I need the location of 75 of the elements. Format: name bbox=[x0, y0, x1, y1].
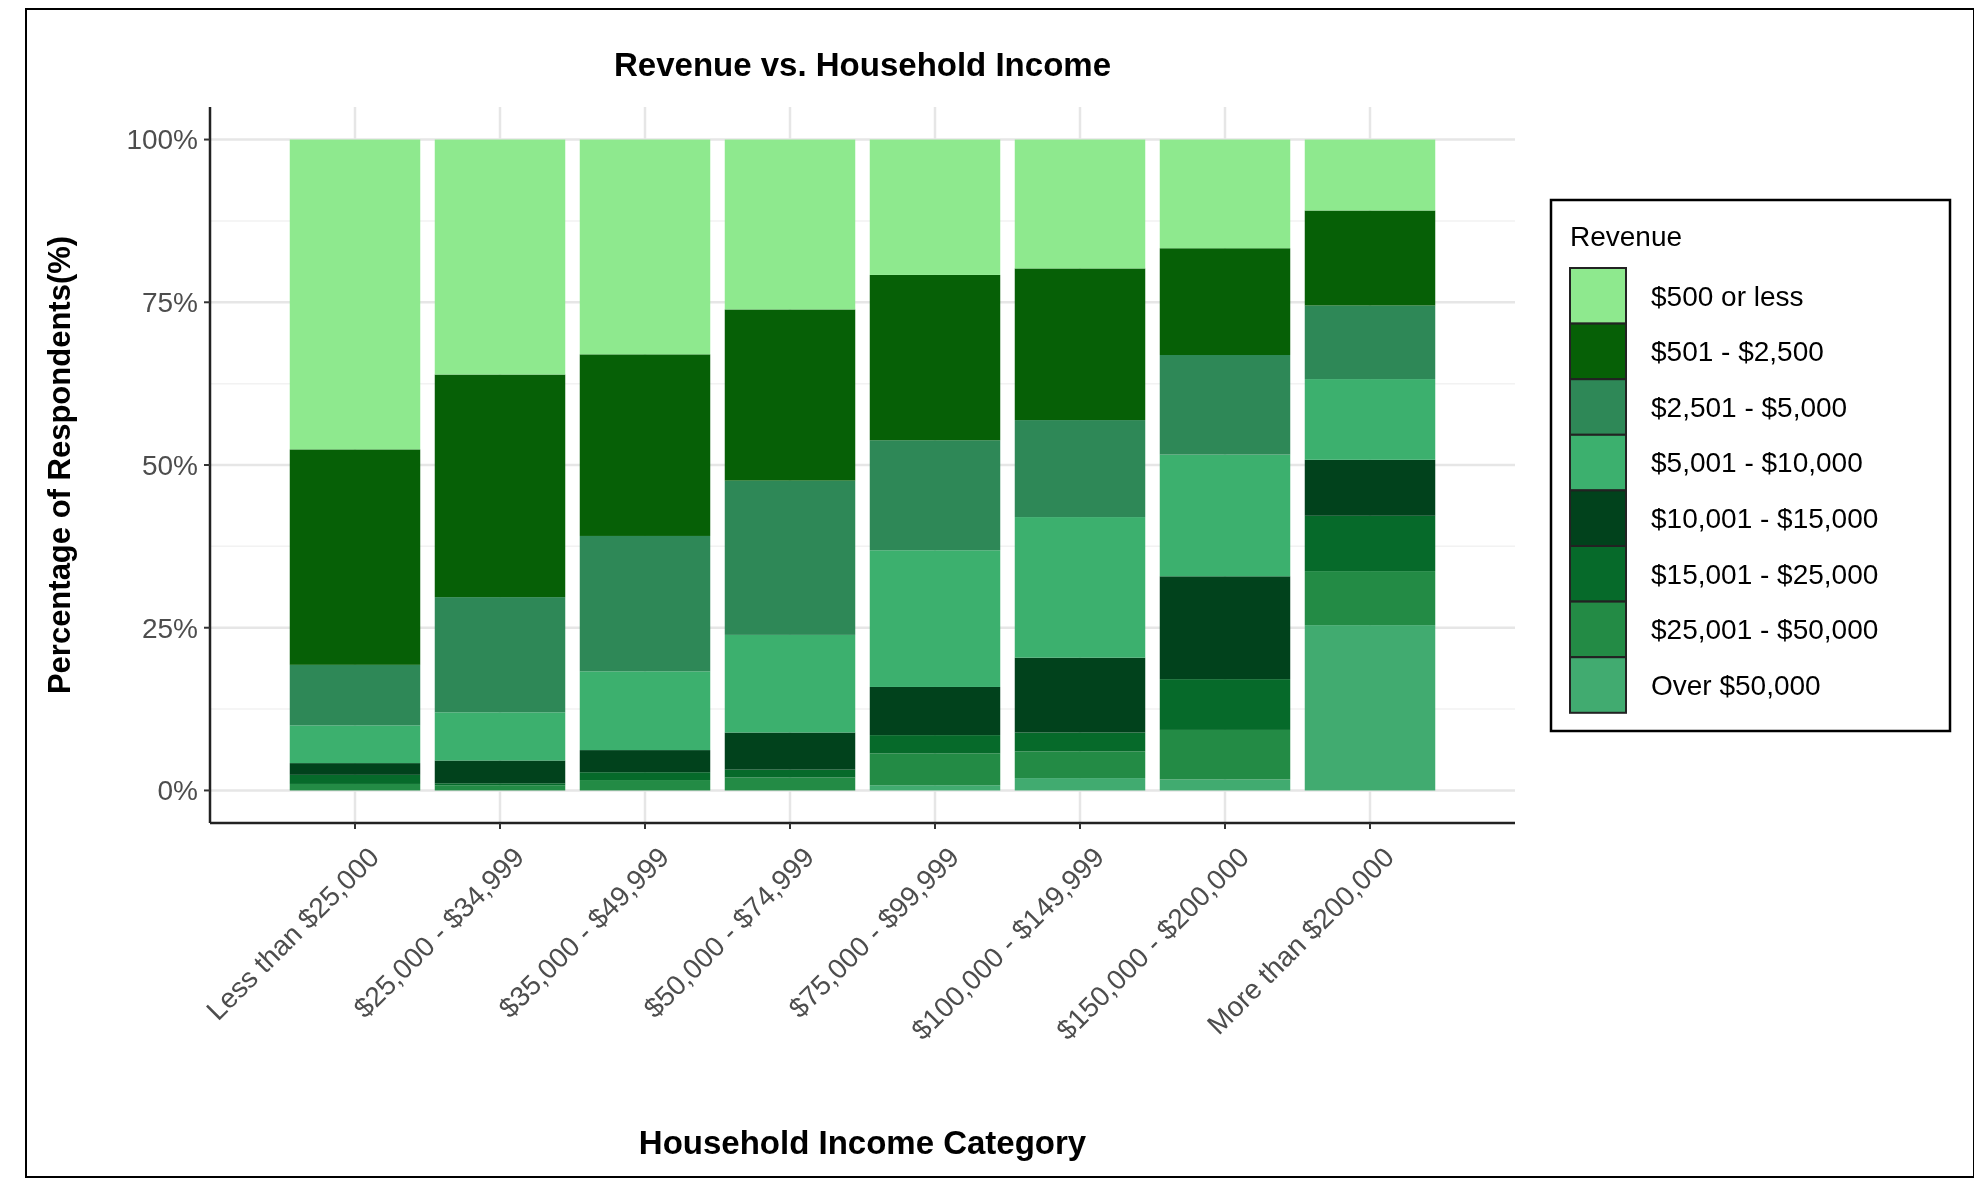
x-axis-title: Household Income Category bbox=[638, 1124, 1087, 1161]
bar bbox=[434, 760, 566, 784]
bar bbox=[1304, 459, 1436, 516]
legend-label: $5,001 - $10,000 bbox=[1651, 447, 1863, 479]
bar bbox=[1159, 248, 1291, 355]
bar bbox=[1159, 679, 1291, 730]
bar bbox=[579, 772, 711, 781]
y-tick-label: 75% bbox=[141, 287, 198, 319]
bar bbox=[1014, 517, 1146, 658]
bar bbox=[289, 139, 421, 450]
y-tick-label: 25% bbox=[141, 612, 198, 644]
bar bbox=[579, 354, 711, 536]
bar bbox=[1014, 751, 1146, 779]
bar bbox=[869, 735, 1001, 754]
bar bbox=[1304, 139, 1436, 211]
legend-label: $501 - $2,500 bbox=[1651, 336, 1824, 368]
bar bbox=[869, 139, 1001, 275]
bar bbox=[289, 763, 421, 775]
legend-label: $15,001 - $25,000 bbox=[1651, 558, 1879, 590]
bar bbox=[1014, 139, 1146, 269]
bar bbox=[724, 139, 856, 310]
bar bbox=[289, 725, 421, 764]
bar bbox=[869, 785, 1001, 791]
bar bbox=[289, 783, 421, 791]
bar bbox=[1304, 305, 1436, 380]
bar bbox=[724, 634, 856, 733]
bar bbox=[1014, 268, 1146, 421]
bar bbox=[1159, 139, 1291, 249]
bar bbox=[869, 274, 1001, 441]
bar bbox=[869, 550, 1001, 687]
bar bbox=[289, 774, 421, 784]
bar bbox=[1014, 778, 1146, 791]
bar bbox=[724, 480, 856, 635]
bar bbox=[724, 309, 856, 481]
legend-title: Revenue bbox=[1570, 221, 1683, 252]
bar bbox=[1304, 571, 1436, 626]
legend-label: $25,001 - $50,000 bbox=[1651, 614, 1879, 646]
bar bbox=[1014, 657, 1146, 733]
y-axis-title: Percentage of Respondents(%) bbox=[42, 235, 77, 695]
bar bbox=[434, 785, 566, 791]
bar bbox=[724, 732, 856, 770]
legend-label: Over $50,000 bbox=[1651, 669, 1821, 701]
bar bbox=[1304, 379, 1436, 460]
bar bbox=[1159, 454, 1291, 577]
bar bbox=[1014, 420, 1146, 518]
bar bbox=[434, 374, 566, 598]
bar bbox=[579, 535, 711, 672]
bar bbox=[1159, 729, 1291, 780]
y-tick-label: 100% bbox=[126, 124, 198, 156]
bar bbox=[869, 753, 1001, 786]
bar bbox=[869, 440, 1001, 551]
bar bbox=[289, 449, 421, 665]
bar bbox=[579, 780, 711, 791]
y-tick-label: 50% bbox=[141, 449, 198, 481]
bar bbox=[1304, 625, 1436, 791]
bar bbox=[579, 671, 711, 751]
bar bbox=[434, 712, 566, 761]
bar bbox=[1159, 576, 1291, 680]
bar bbox=[579, 139, 711, 355]
bar bbox=[1304, 515, 1436, 572]
bar bbox=[869, 686, 1001, 736]
bar bbox=[434, 597, 566, 713]
legend-label: $10,001 - $15,000 bbox=[1651, 503, 1879, 534]
legend-label: $2,501 - $5,000 bbox=[1651, 391, 1848, 423]
bar bbox=[1159, 779, 1291, 791]
bar bbox=[1304, 210, 1436, 306]
chart-title: Revenue vs. Household Income bbox=[614, 46, 1111, 83]
y-tick-label: 0% bbox=[157, 775, 198, 807]
bar bbox=[434, 139, 566, 375]
bar bbox=[289, 664, 421, 726]
bar bbox=[1159, 355, 1291, 455]
legend-label: $500 or less bbox=[1651, 280, 1804, 312]
bar bbox=[1014, 732, 1146, 752]
bar bbox=[579, 750, 711, 773]
bar bbox=[724, 777, 856, 791]
